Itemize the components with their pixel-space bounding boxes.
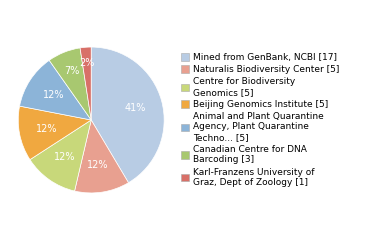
Wedge shape bbox=[20, 60, 91, 120]
Text: 12%: 12% bbox=[87, 160, 109, 170]
Wedge shape bbox=[49, 48, 91, 120]
Text: 7%: 7% bbox=[64, 66, 79, 76]
Wedge shape bbox=[74, 120, 128, 193]
Legend: Mined from GenBank, NCBI [17], Naturalis Biodiversity Center [5], Centre for Bio: Mined from GenBank, NCBI [17], Naturalis… bbox=[181, 53, 339, 187]
Wedge shape bbox=[18, 106, 91, 160]
Text: 12%: 12% bbox=[54, 152, 76, 162]
Wedge shape bbox=[91, 47, 164, 183]
Wedge shape bbox=[80, 47, 91, 120]
Text: 12%: 12% bbox=[36, 124, 57, 134]
Text: 12%: 12% bbox=[43, 90, 64, 100]
Text: 41%: 41% bbox=[124, 103, 146, 113]
Wedge shape bbox=[30, 120, 91, 191]
Text: 2%: 2% bbox=[79, 58, 95, 68]
